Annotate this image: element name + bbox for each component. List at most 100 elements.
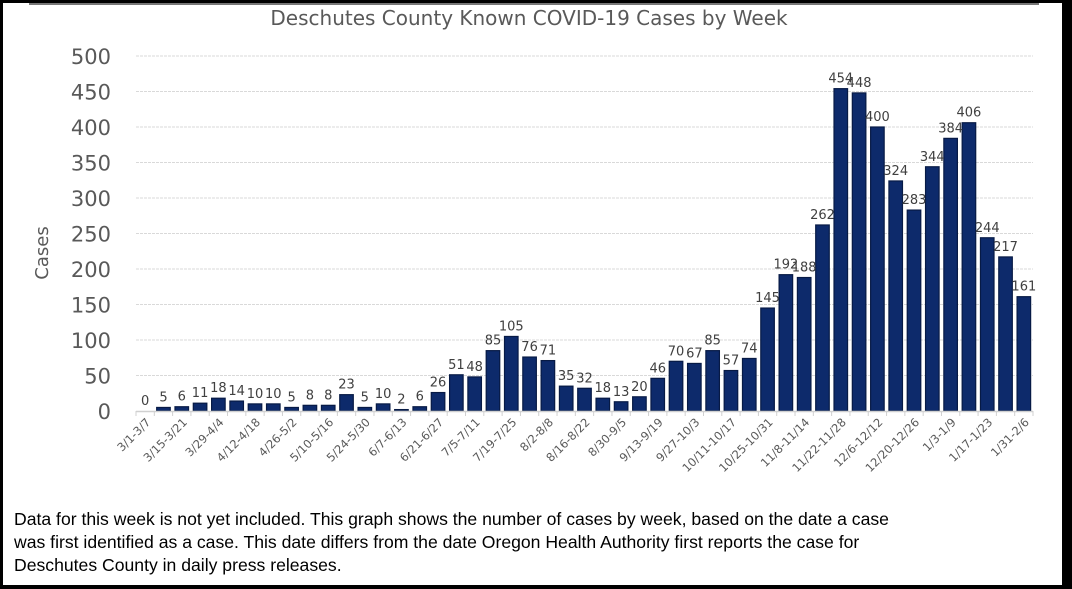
data-label: 448 xyxy=(847,76,872,91)
bar xyxy=(924,166,940,412)
bar xyxy=(320,404,336,412)
data-label: 217 xyxy=(993,240,1018,255)
bar xyxy=(503,335,519,412)
bar xyxy=(595,397,611,412)
bar xyxy=(357,406,373,412)
data-label: 18 xyxy=(595,381,612,396)
data-label: 18 xyxy=(210,381,227,396)
gridlines xyxy=(136,55,1033,376)
y-tick-label: 50 xyxy=(84,365,111,389)
footnote: Data for this week is not yet included. … xyxy=(14,508,1059,577)
bar xyxy=(467,376,483,412)
data-label: 5 xyxy=(287,390,295,405)
data-label: 8 xyxy=(324,388,332,403)
bar xyxy=(156,406,171,412)
data-label: 262 xyxy=(810,208,835,223)
bar xyxy=(833,88,849,412)
bar xyxy=(650,377,666,412)
y-tick-label: 150 xyxy=(71,294,111,318)
bar xyxy=(577,387,592,412)
data-label: 20 xyxy=(631,380,648,395)
y-tick-label: 500 xyxy=(71,45,111,69)
data-label: 70 xyxy=(668,344,685,359)
y-tick-label: 300 xyxy=(71,187,111,211)
data-label: 10 xyxy=(247,387,264,402)
data-label: 192 xyxy=(773,258,798,273)
data-label: 6 xyxy=(178,390,186,405)
bar xyxy=(632,396,647,412)
bar xyxy=(796,276,812,412)
footnote-line: Deschutes County in daily press releases… xyxy=(14,555,342,575)
data-label: 0 xyxy=(141,394,149,409)
data-label: 85 xyxy=(704,334,721,349)
bar xyxy=(247,403,263,412)
data-label: 14 xyxy=(228,384,245,399)
y-tick-label: 0 xyxy=(98,400,111,424)
data-label: 406 xyxy=(957,106,982,121)
data-label: 48 xyxy=(466,360,483,375)
data-label: 400 xyxy=(865,110,890,125)
footnote-line: Data for this week is not yet included. … xyxy=(14,509,889,529)
data-label: 6 xyxy=(416,390,424,405)
bar xyxy=(448,374,464,412)
y-axis-label: Cases xyxy=(32,226,53,279)
data-label: 8 xyxy=(306,388,314,403)
bar xyxy=(558,385,574,412)
data-label: 2 xyxy=(397,393,405,408)
bar xyxy=(741,357,757,412)
data-label: 46 xyxy=(649,361,666,376)
data-label: 161 xyxy=(1011,280,1036,295)
bar xyxy=(375,403,391,412)
bar xyxy=(961,122,977,412)
data-label: 51 xyxy=(448,358,465,373)
bar xyxy=(870,126,885,412)
x-tick-label: 1/31-2/6 xyxy=(988,415,1032,459)
chart-frame: Deschutes County Known COVID-19 Cases by… xyxy=(3,3,1062,585)
bar xyxy=(540,359,556,412)
bars xyxy=(156,88,1032,412)
bar xyxy=(284,406,299,412)
data-label: 85 xyxy=(485,334,502,349)
data-label: 188 xyxy=(792,261,817,276)
data-label: 26 xyxy=(430,376,447,391)
chart-title: Deschutes County Known COVID-19 Cases by… xyxy=(270,6,788,30)
data-label: 145 xyxy=(755,291,780,306)
bar xyxy=(705,350,721,412)
data-label: 344 xyxy=(920,150,945,165)
data-label: 13 xyxy=(613,385,630,400)
data-label: 244 xyxy=(975,221,1000,236)
data-label: 76 xyxy=(521,340,538,355)
y-tick-label: 100 xyxy=(71,329,111,353)
bar xyxy=(888,180,904,412)
bar xyxy=(229,400,245,412)
data-label: 32 xyxy=(576,371,593,386)
data-label: 5 xyxy=(361,390,369,405)
bar xyxy=(1016,296,1032,412)
data-label: 10 xyxy=(375,387,392,402)
bar xyxy=(522,356,537,412)
data-label: 283 xyxy=(902,193,927,208)
data-label: 105 xyxy=(499,319,524,334)
data-label: 74 xyxy=(741,341,758,356)
data-label: 23 xyxy=(338,378,355,393)
bar xyxy=(302,404,318,412)
footnote-line: was first identified as a case. This dat… xyxy=(14,532,860,552)
bar xyxy=(851,92,867,412)
data-label: 454 xyxy=(828,72,853,87)
bar xyxy=(430,391,446,412)
bar xyxy=(760,307,775,412)
bar xyxy=(815,224,830,412)
bar xyxy=(412,406,428,412)
bar xyxy=(943,137,958,412)
y-tick-label: 450 xyxy=(71,81,111,105)
data-label: 5 xyxy=(159,390,167,405)
y-tick-label: 350 xyxy=(71,152,111,176)
bar xyxy=(339,394,354,412)
data-label: 67 xyxy=(686,346,703,361)
bar xyxy=(979,237,995,412)
bar xyxy=(485,350,501,412)
data-label: 384 xyxy=(938,121,963,136)
bar xyxy=(906,209,922,412)
bar xyxy=(686,362,702,412)
y-tick-label: 250 xyxy=(71,223,111,247)
